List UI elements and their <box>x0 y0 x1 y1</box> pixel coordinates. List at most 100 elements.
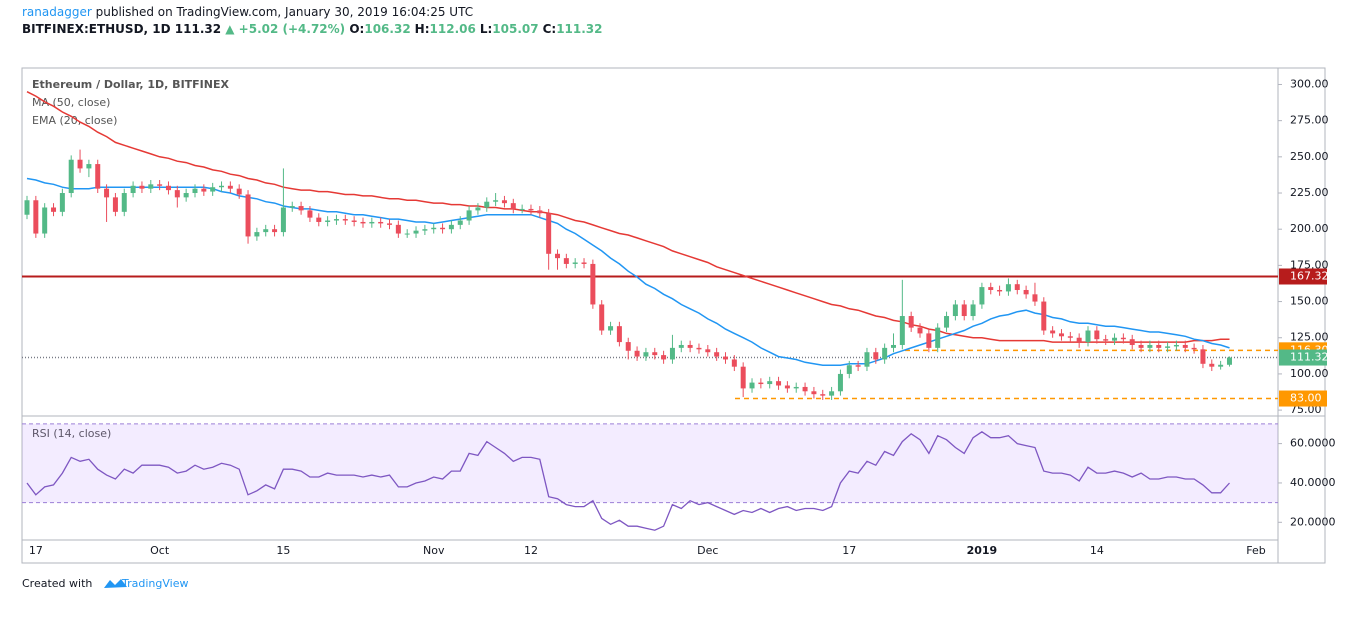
candle-body <box>555 253 561 259</box>
rsi-line <box>26 431 1230 531</box>
candle-body <box>457 220 463 225</box>
candle-body <box>1067 336 1073 338</box>
rsi-tick-label: 60.0000 <box>1290 437 1336 450</box>
rsi-band <box>22 423 1278 503</box>
candle-body <box>104 188 110 198</box>
candle-body <box>616 326 622 343</box>
candle-body <box>139 185 145 189</box>
candle-body <box>245 194 251 237</box>
candle-body <box>926 333 932 348</box>
candle-body <box>86 164 92 169</box>
y-tick-label: 175.00 <box>1290 258 1329 271</box>
candle-body <box>1085 330 1091 343</box>
candle-body <box>687 344 693 348</box>
candle-body <box>546 213 552 254</box>
candle-body <box>130 185 136 194</box>
candle-body <box>908 316 914 328</box>
candle-body <box>1138 344 1144 348</box>
candle-body <box>219 185 225 188</box>
ohlc-label: L: <box>479 22 493 36</box>
candle-body <box>767 381 773 385</box>
candle-body <box>165 185 171 191</box>
candle-body <box>961 304 967 317</box>
candle-body <box>634 350 640 357</box>
candle-body <box>1218 364 1224 367</box>
candle-body <box>351 220 357 222</box>
candle-body <box>784 385 790 389</box>
candle-body <box>493 200 499 202</box>
candle-body <box>1147 344 1153 348</box>
candle-body <box>1165 346 1171 348</box>
symbol-line: BITFINEX:ETHUSD, 1D 111.32 ▲ +5.02 (+4.7… <box>22 22 607 36</box>
x-tick-label: 2019 <box>967 544 998 557</box>
publish-line: ranadagger published on TradingView.com,… <box>22 5 473 19</box>
candle-body <box>899 316 905 345</box>
candle-body <box>1112 337 1118 341</box>
candle-body <box>1226 357 1232 365</box>
candle-body <box>316 217 322 222</box>
candle-body <box>572 262 578 264</box>
candle-body <box>873 352 879 360</box>
candle-body <box>440 227 446 230</box>
candle-body <box>342 219 348 221</box>
candle-body <box>298 206 304 211</box>
candle-body <box>1200 349 1206 364</box>
legend-ema: EMA (20, close) <box>32 114 117 127</box>
candle-body <box>236 188 242 195</box>
candle-body <box>793 386 799 389</box>
candle-body <box>1173 344 1179 347</box>
candle-body <box>970 304 976 317</box>
y-tick-label: 150.00 <box>1290 295 1329 308</box>
footer-brand[interactable]: TradingView <box>121 577 188 590</box>
candle-body <box>1103 339 1109 341</box>
candle-body <box>758 382 764 385</box>
candle-body <box>1058 333 1064 337</box>
level-label-bg <box>1279 390 1327 407</box>
candle-body <box>829 391 835 396</box>
author[interactable]: ranadagger <box>22 5 92 19</box>
candle-body <box>33 200 39 234</box>
candle-body <box>1076 337 1082 343</box>
x-tick-label: 15 <box>276 544 290 557</box>
candle-body <box>820 394 826 396</box>
candle-body <box>51 207 57 212</box>
footer-created: Created with <box>22 577 92 590</box>
candle-body <box>652 352 658 356</box>
candle-body <box>1182 344 1188 348</box>
candle-body <box>174 190 180 198</box>
level-label-bg <box>1279 349 1327 366</box>
legend-rsi: RSI (14, close) <box>32 427 111 440</box>
candle-body <box>537 210 543 214</box>
candle-body <box>722 356 728 360</box>
candle-body <box>979 287 985 305</box>
candle-body <box>864 352 870 367</box>
candle-body <box>1005 284 1011 292</box>
ohlc-label: O: <box>349 22 365 36</box>
x-tick-label: Dec <box>697 544 718 557</box>
candle-body <box>846 365 852 374</box>
candle-body <box>997 289 1003 292</box>
candle-body <box>678 344 684 348</box>
ohlc-label: C: <box>542 22 557 36</box>
candle-body <box>1014 284 1020 290</box>
candle-body <box>935 327 941 348</box>
candle-body <box>581 262 587 264</box>
change: ▲ +5.02 (+4.72%) <box>225 22 346 36</box>
candle-body <box>475 207 481 211</box>
candle-body <box>855 365 861 367</box>
legend-ma: MA (50, close) <box>32 96 110 109</box>
x-tick-label: 12 <box>524 544 538 557</box>
candle-body <box>192 188 198 194</box>
chart-title: Ethereum / Dollar, 1D, BITFINEX <box>32 78 229 91</box>
candle-body <box>227 185 233 189</box>
candle-body <box>696 347 702 350</box>
ohlc-value: 105.07 <box>492 22 539 36</box>
candle-body <box>272 229 278 233</box>
candle-body <box>280 207 286 233</box>
candle-body <box>254 232 260 237</box>
candle-body <box>24 200 30 215</box>
x-tick-label: 17 <box>29 544 43 557</box>
logo <box>104 579 127 588</box>
candle-body <box>740 366 746 389</box>
candle-body <box>422 229 428 231</box>
